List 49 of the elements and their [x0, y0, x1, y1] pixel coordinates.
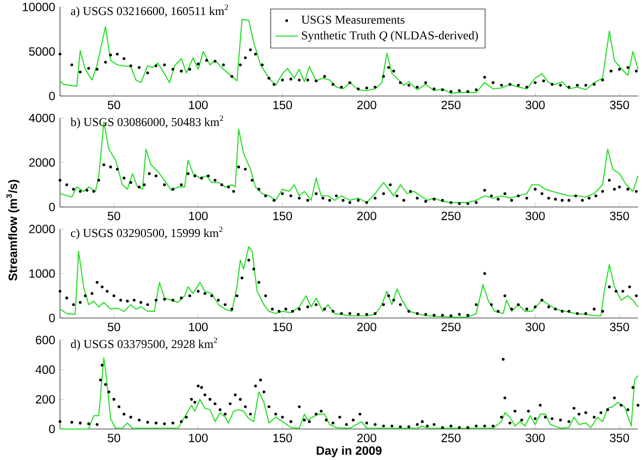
x-axis-title: Day in 2009 [316, 446, 382, 458]
y-tick-label: 400 [36, 365, 55, 374]
x-tick-label: 300 [526, 212, 545, 220]
y-tick-label: 0 [49, 202, 55, 212]
y-tick-label: 1000 [30, 269, 55, 278]
x-tick-label: 100 [189, 322, 208, 332]
chart-title: b) USGS 03086000, 50483 km$^{2}$ [70, 116, 224, 129]
x-tick-label: 350 [610, 100, 630, 110]
y-axis-title: Streamflow (m$^{3}$/s) [6, 180, 20, 281]
x-tick-label: 350 [610, 322, 630, 332]
x-tick-label: 100 [189, 434, 208, 442]
x-tick-label: 200 [357, 100, 376, 110]
y-tick-label: 200 [36, 395, 55, 404]
y-tick-label: 2000 [29, 224, 55, 234]
y-tick-label: 10000 [22, 2, 55, 12]
x-tick-label: 300 [526, 322, 545, 332]
chart-title: a) USGS 03216600, 160511 km$^{2}$ [70, 4, 228, 18]
x-tick-label: 50 [108, 434, 120, 442]
x-tick-label: 50 [108, 322, 120, 332]
x-tick-label: 200 [357, 434, 376, 442]
x-tick-label: 200 [357, 322, 376, 332]
x-tick-label: 250 [442, 212, 460, 220]
y-tick-label: 0 [49, 424, 55, 434]
y-tick-label: 0 [49, 314, 55, 322]
x-tick-label: 250 [442, 322, 460, 332]
x-tick-label: 100 [189, 100, 208, 110]
y-tick-label: 2000 [29, 158, 55, 167]
x-tick-label: 100 [189, 212, 208, 220]
x-tick-label: 300 [526, 434, 545, 442]
x-tick-label: 350 [610, 212, 630, 220]
x-tick-label: 150 [273, 322, 292, 332]
y-tick-label: 5000 [29, 47, 55, 56]
x-tick-label: 50 [108, 100, 120, 110]
x-tick-label: 250 [442, 100, 460, 110]
chart-title: c) USGS 03290500, 15999 km$^{2}$ [70, 226, 222, 240]
x-tick-label: 300 [526, 100, 545, 110]
x-tick-label: 250 [442, 434, 460, 442]
x-tick-label: 200 [357, 212, 376, 220]
x-tick-label: 150 [273, 100, 292, 110]
x-tick-label: 150 [273, 434, 292, 442]
chart-title: d) USGS 03379500, 2928 km$^{2}$ [70, 338, 218, 351]
legend-label: USGS Measurements [301, 16, 404, 24]
x-tick-label: 150 [273, 212, 292, 220]
y-tick-label: 0 [49, 92, 55, 100]
x-tick-label: 50 [108, 212, 120, 220]
y-tick-label: 4000 [28, 114, 55, 122]
x-tick-label: 350 [610, 434, 630, 442]
y-tick-label: 600 [36, 336, 55, 344]
legend-label: Synthetic Truth Q (NLDAS-derived) [302, 30, 478, 42]
